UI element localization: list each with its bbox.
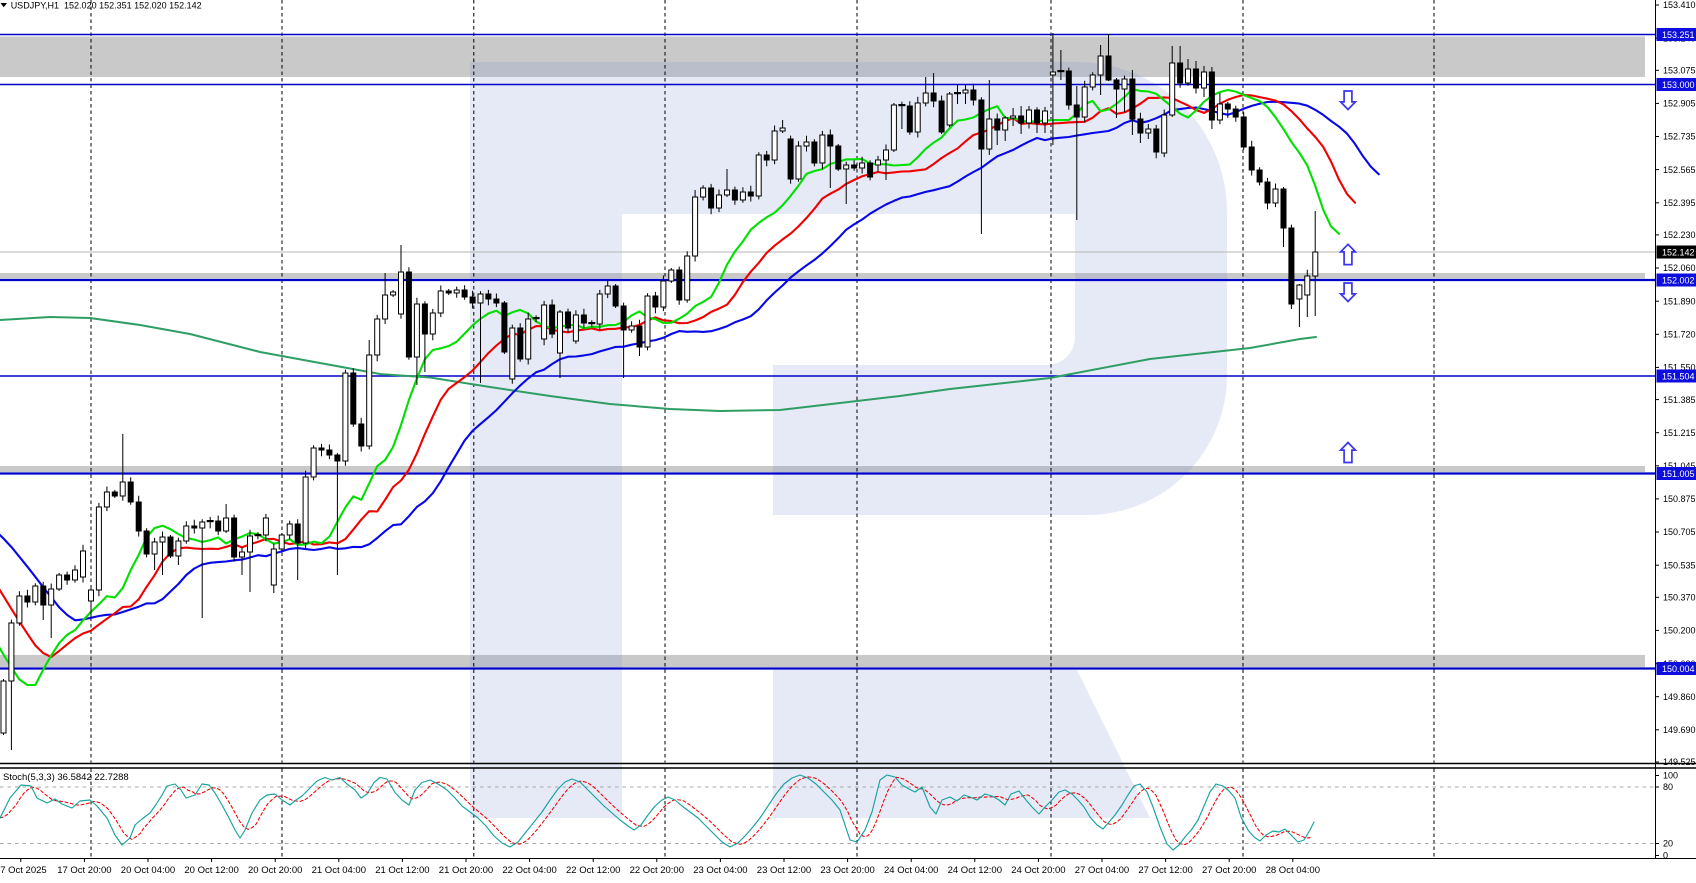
svg-text:21 Oct 12:00: 21 Oct 12:00 <box>375 865 429 876</box>
svg-text:80: 80 <box>1663 782 1673 792</box>
svg-text:151.550: 151.550 <box>1663 363 1696 373</box>
svg-text:152.905: 152.905 <box>1663 99 1696 109</box>
svg-text:24 Oct 12:00: 24 Oct 12:00 <box>948 865 1002 876</box>
svg-text:152.142: 152.142 <box>1662 247 1695 257</box>
svg-text:151.720: 151.720 <box>1663 330 1696 340</box>
svg-text:152.565: 152.565 <box>1663 165 1696 175</box>
svg-text:28 Oct 04:00: 28 Oct 04:00 <box>1266 865 1320 876</box>
svg-text:150.875: 150.875 <box>1663 494 1696 504</box>
svg-text:20: 20 <box>1663 839 1673 849</box>
svg-text:Stoch(5,3,3) 36.5842 22.7288: Stoch(5,3,3) 36.5842 22.7288 <box>3 772 129 783</box>
svg-text:152.735: 152.735 <box>1663 132 1696 142</box>
svg-text:151.005: 151.005 <box>1662 469 1695 479</box>
svg-text:151.890: 151.890 <box>1663 296 1696 306</box>
svg-text:151.385: 151.385 <box>1663 395 1696 405</box>
svg-text:153.075: 153.075 <box>1663 66 1696 76</box>
svg-text:150.370: 150.370 <box>1663 593 1696 603</box>
svg-text:27 Oct 04:00: 27 Oct 04:00 <box>1075 865 1129 876</box>
svg-text:149.525: 149.525 <box>1663 757 1696 767</box>
svg-text:151.504: 151.504 <box>1662 371 1695 381</box>
svg-text:17 Oct 2025: 17 Oct 2025 <box>0 865 47 876</box>
svg-text:20 Oct 04:00: 20 Oct 04:00 <box>121 865 175 876</box>
svg-text:23 Oct 20:00: 23 Oct 20:00 <box>820 865 874 876</box>
svg-text:152.060: 152.060 <box>1663 263 1696 273</box>
svg-text:153.000: 153.000 <box>1662 80 1695 90</box>
svg-text:150.705: 150.705 <box>1663 527 1696 537</box>
svg-text:100: 100 <box>1663 771 1678 781</box>
svg-text:153.251: 153.251 <box>1662 30 1695 40</box>
svg-text:151.215: 151.215 <box>1663 428 1696 438</box>
svg-text:152.395: 152.395 <box>1663 198 1696 208</box>
svg-text:20 Oct 12:00: 20 Oct 12:00 <box>184 865 238 876</box>
svg-text:23 Oct 12:00: 23 Oct 12:00 <box>757 865 811 876</box>
svg-text:149.690: 149.690 <box>1663 725 1696 735</box>
svg-text:149.860: 149.860 <box>1663 692 1696 702</box>
svg-text:24 Oct 20:00: 24 Oct 20:00 <box>1011 865 1065 876</box>
svg-text:153.410: 153.410 <box>1663 0 1696 10</box>
svg-text:24 Oct 04:00: 24 Oct 04:00 <box>884 865 938 876</box>
svg-text:150.200: 150.200 <box>1663 626 1696 636</box>
svg-text:152.002: 152.002 <box>1662 275 1695 285</box>
svg-text:150.004: 150.004 <box>1662 664 1695 674</box>
svg-text:22 Oct 04:00: 22 Oct 04:00 <box>502 865 556 876</box>
svg-text:22 Oct 12:00: 22 Oct 12:00 <box>566 865 620 876</box>
svg-text:27 Oct 12:00: 27 Oct 12:00 <box>1138 865 1192 876</box>
svg-text:20 Oct 20:00: 20 Oct 20:00 <box>248 865 302 876</box>
svg-text:151.045: 151.045 <box>1663 461 1696 471</box>
svg-text:22 Oct 20:00: 22 Oct 20:00 <box>630 865 684 876</box>
svg-text:USDJPY,H1 152.020 152.351 152: USDJPY,H1 152.020 152.351 152.020 152.14… <box>11 1 202 11</box>
svg-text:21 Oct 20:00: 21 Oct 20:00 <box>439 865 493 876</box>
svg-text:0: 0 <box>1663 851 1668 861</box>
svg-text:150.535: 150.535 <box>1663 560 1696 570</box>
svg-text:21 Oct 04:00: 21 Oct 04:00 <box>312 865 366 876</box>
svg-text:17 Oct 20:00: 17 Oct 20:00 <box>57 865 111 876</box>
svg-text:27 Oct 20:00: 27 Oct 20:00 <box>1202 865 1256 876</box>
svg-text:152.230: 152.230 <box>1663 230 1696 240</box>
svg-text:23 Oct 04:00: 23 Oct 04:00 <box>693 865 747 876</box>
